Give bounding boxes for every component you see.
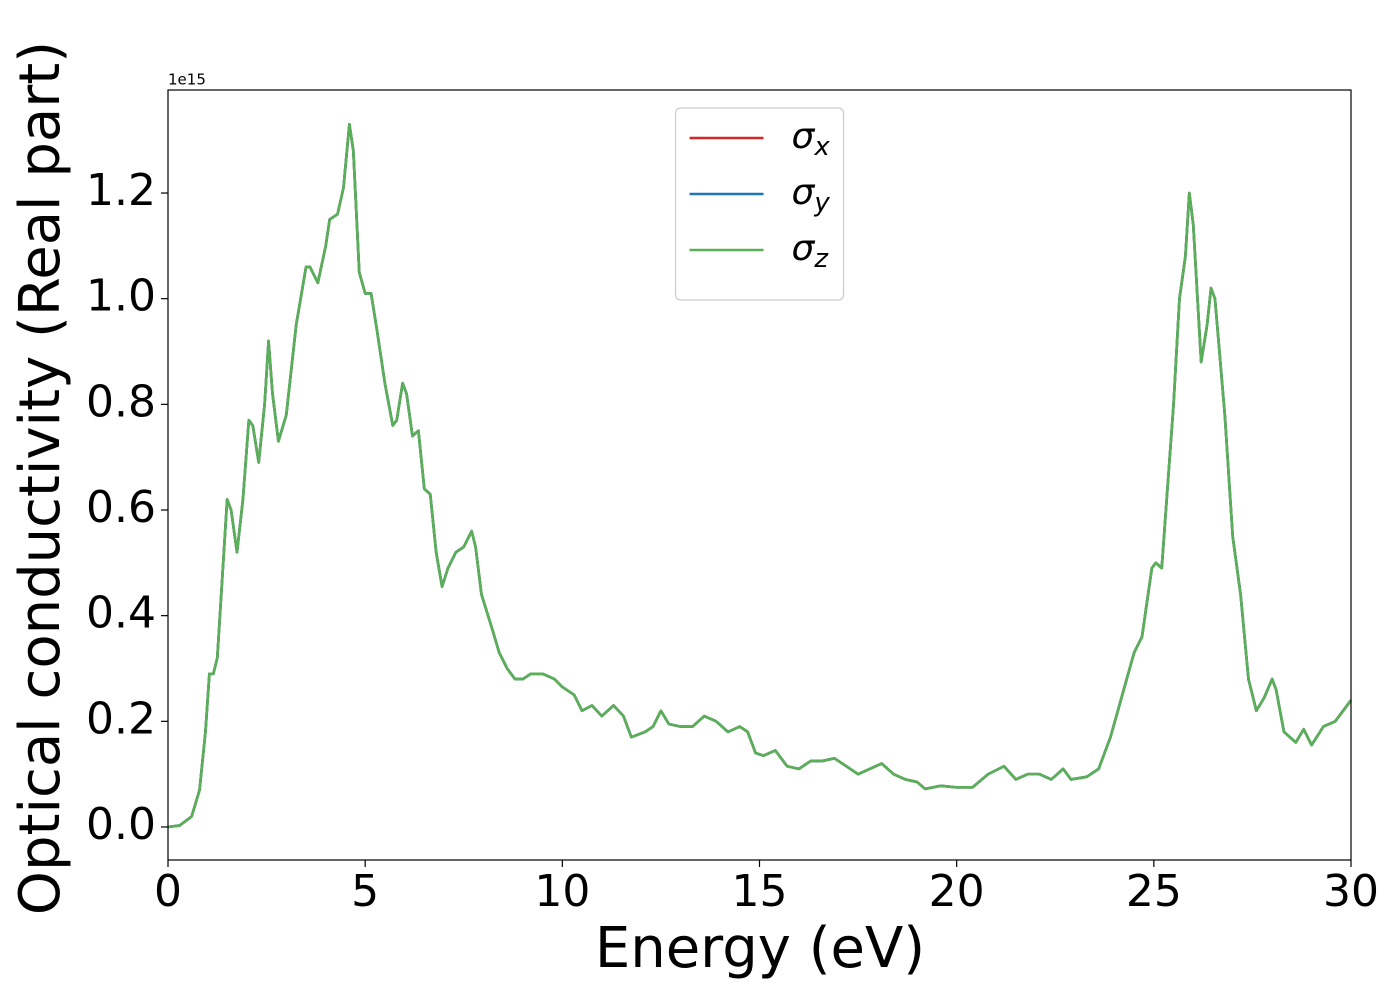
y-tick-label: 0.6: [86, 482, 156, 533]
x-axis-label: Energy (eV): [595, 916, 925, 981]
data-line: [167, 123, 1353, 829]
x-tick-label: 0: [154, 866, 182, 917]
y-tick-label: 1.0: [86, 271, 156, 322]
x-tick-label: 10: [534, 866, 590, 917]
x-tick-label: 20: [929, 866, 985, 917]
legend-label: σx: [792, 116, 831, 162]
plot-frame: [167, 89, 1352, 861]
legend-label: σy: [792, 172, 831, 218]
y-axis-label: Optical conductivity (Real part): [8, 41, 73, 915]
y-tick-label: 0.2: [86, 693, 156, 744]
legend-box: [674, 107, 845, 301]
legend-label: σz: [792, 228, 830, 274]
y-tick-label: 0.0: [86, 799, 156, 850]
x-tick-label: 25: [1126, 866, 1182, 917]
y-tick-label: 0.8: [86, 376, 156, 427]
y-tick-label: 0.4: [86, 588, 156, 639]
x-tick-label: 30: [1323, 866, 1379, 917]
offset-text: 1e15: [168, 71, 206, 89]
x-tick-label: 5: [351, 866, 379, 917]
y-tick-label: 1.2: [86, 165, 156, 216]
x-tick-label: 15: [732, 866, 788, 917]
